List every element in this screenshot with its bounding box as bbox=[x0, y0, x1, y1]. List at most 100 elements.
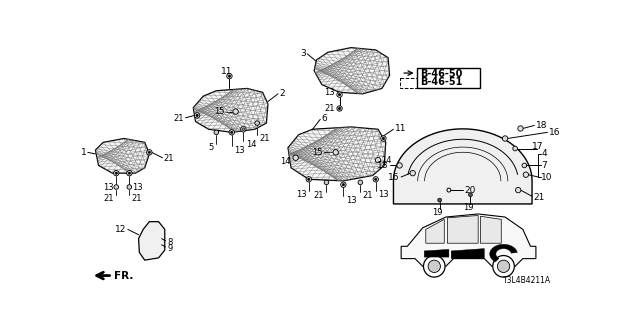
Text: 13: 13 bbox=[378, 190, 388, 199]
Polygon shape bbox=[426, 219, 444, 243]
Text: 14: 14 bbox=[280, 157, 291, 166]
Circle shape bbox=[375, 157, 381, 163]
Circle shape bbox=[229, 130, 234, 135]
Circle shape bbox=[438, 198, 442, 202]
Text: 2: 2 bbox=[280, 89, 285, 98]
Circle shape bbox=[337, 92, 342, 97]
Text: 16: 16 bbox=[549, 128, 561, 137]
Text: 18: 18 bbox=[378, 161, 389, 170]
Polygon shape bbox=[481, 216, 501, 243]
Circle shape bbox=[113, 171, 119, 176]
Polygon shape bbox=[314, 48, 390, 94]
Text: 18: 18 bbox=[536, 121, 547, 130]
Polygon shape bbox=[193, 88, 268, 132]
Circle shape bbox=[342, 184, 344, 186]
Circle shape bbox=[374, 178, 377, 180]
Text: 13: 13 bbox=[346, 196, 356, 204]
Text: 21: 21 bbox=[259, 134, 270, 143]
Text: 21: 21 bbox=[314, 191, 324, 200]
Text: 11: 11 bbox=[395, 124, 406, 133]
Circle shape bbox=[340, 182, 346, 188]
Circle shape bbox=[518, 126, 523, 131]
Bar bbox=[417, 68, 480, 88]
Text: 9: 9 bbox=[167, 244, 172, 253]
Text: 21: 21 bbox=[132, 194, 142, 203]
Circle shape bbox=[196, 114, 198, 116]
Text: 21: 21 bbox=[534, 193, 545, 202]
Circle shape bbox=[308, 178, 310, 180]
Circle shape bbox=[373, 177, 378, 182]
Circle shape bbox=[114, 185, 118, 189]
Circle shape bbox=[227, 73, 232, 79]
Circle shape bbox=[381, 136, 386, 141]
Text: 20: 20 bbox=[464, 186, 476, 195]
Text: 16: 16 bbox=[388, 172, 399, 181]
Circle shape bbox=[339, 107, 340, 110]
Text: 15: 15 bbox=[312, 148, 323, 157]
Circle shape bbox=[242, 128, 244, 131]
Circle shape bbox=[468, 193, 472, 196]
Text: T3L4B4211A: T3L4B4211A bbox=[503, 276, 551, 285]
Polygon shape bbox=[490, 244, 517, 262]
Text: 12: 12 bbox=[115, 225, 126, 234]
Circle shape bbox=[148, 151, 150, 154]
Text: 4: 4 bbox=[541, 149, 547, 158]
Circle shape bbox=[228, 75, 230, 77]
Polygon shape bbox=[451, 249, 484, 259]
Circle shape bbox=[424, 256, 445, 277]
Text: 3: 3 bbox=[300, 49, 306, 58]
Circle shape bbox=[233, 109, 238, 114]
Circle shape bbox=[324, 180, 329, 185]
Text: 13: 13 bbox=[324, 88, 335, 97]
Circle shape bbox=[397, 163, 403, 168]
Text: 14: 14 bbox=[246, 140, 256, 149]
Circle shape bbox=[497, 260, 509, 273]
Text: 17: 17 bbox=[532, 142, 543, 151]
Text: 21: 21 bbox=[104, 194, 114, 203]
Text: 21: 21 bbox=[163, 154, 173, 163]
Circle shape bbox=[127, 171, 132, 176]
Text: 13: 13 bbox=[103, 183, 114, 192]
Circle shape bbox=[195, 113, 200, 118]
Circle shape bbox=[447, 188, 451, 192]
Text: 21: 21 bbox=[173, 114, 184, 123]
Polygon shape bbox=[139, 222, 164, 260]
Circle shape bbox=[337, 106, 342, 111]
Text: 1: 1 bbox=[81, 148, 86, 157]
Circle shape bbox=[127, 185, 132, 189]
Circle shape bbox=[522, 163, 527, 168]
Polygon shape bbox=[394, 129, 532, 204]
Circle shape bbox=[147, 150, 152, 155]
Circle shape bbox=[515, 188, 521, 193]
Circle shape bbox=[410, 171, 415, 176]
Text: 7: 7 bbox=[541, 161, 547, 170]
Circle shape bbox=[293, 155, 298, 160]
Text: B-46-50: B-46-50 bbox=[420, 69, 462, 79]
Circle shape bbox=[493, 256, 515, 277]
Circle shape bbox=[333, 150, 339, 155]
Polygon shape bbox=[447, 215, 478, 243]
Circle shape bbox=[339, 93, 340, 96]
Circle shape bbox=[128, 172, 131, 174]
Circle shape bbox=[523, 172, 529, 177]
Bar bbox=[399, 78, 417, 88]
Text: 5: 5 bbox=[209, 143, 214, 152]
Text: 21: 21 bbox=[363, 191, 373, 200]
Circle shape bbox=[428, 260, 440, 273]
Text: 19: 19 bbox=[432, 208, 443, 217]
Circle shape bbox=[214, 130, 219, 135]
Polygon shape bbox=[401, 214, 536, 266]
Text: 15: 15 bbox=[214, 107, 225, 116]
Text: FR.: FR. bbox=[114, 271, 133, 281]
Text: 11: 11 bbox=[221, 67, 233, 76]
Circle shape bbox=[358, 180, 363, 185]
Circle shape bbox=[115, 172, 117, 174]
Polygon shape bbox=[288, 127, 386, 181]
Circle shape bbox=[382, 137, 385, 140]
Text: 13: 13 bbox=[234, 146, 244, 155]
Text: 19: 19 bbox=[463, 203, 474, 212]
Circle shape bbox=[513, 146, 517, 151]
Text: 14: 14 bbox=[381, 156, 392, 164]
Polygon shape bbox=[424, 249, 449, 257]
Text: B-46-51: B-46-51 bbox=[420, 77, 462, 87]
